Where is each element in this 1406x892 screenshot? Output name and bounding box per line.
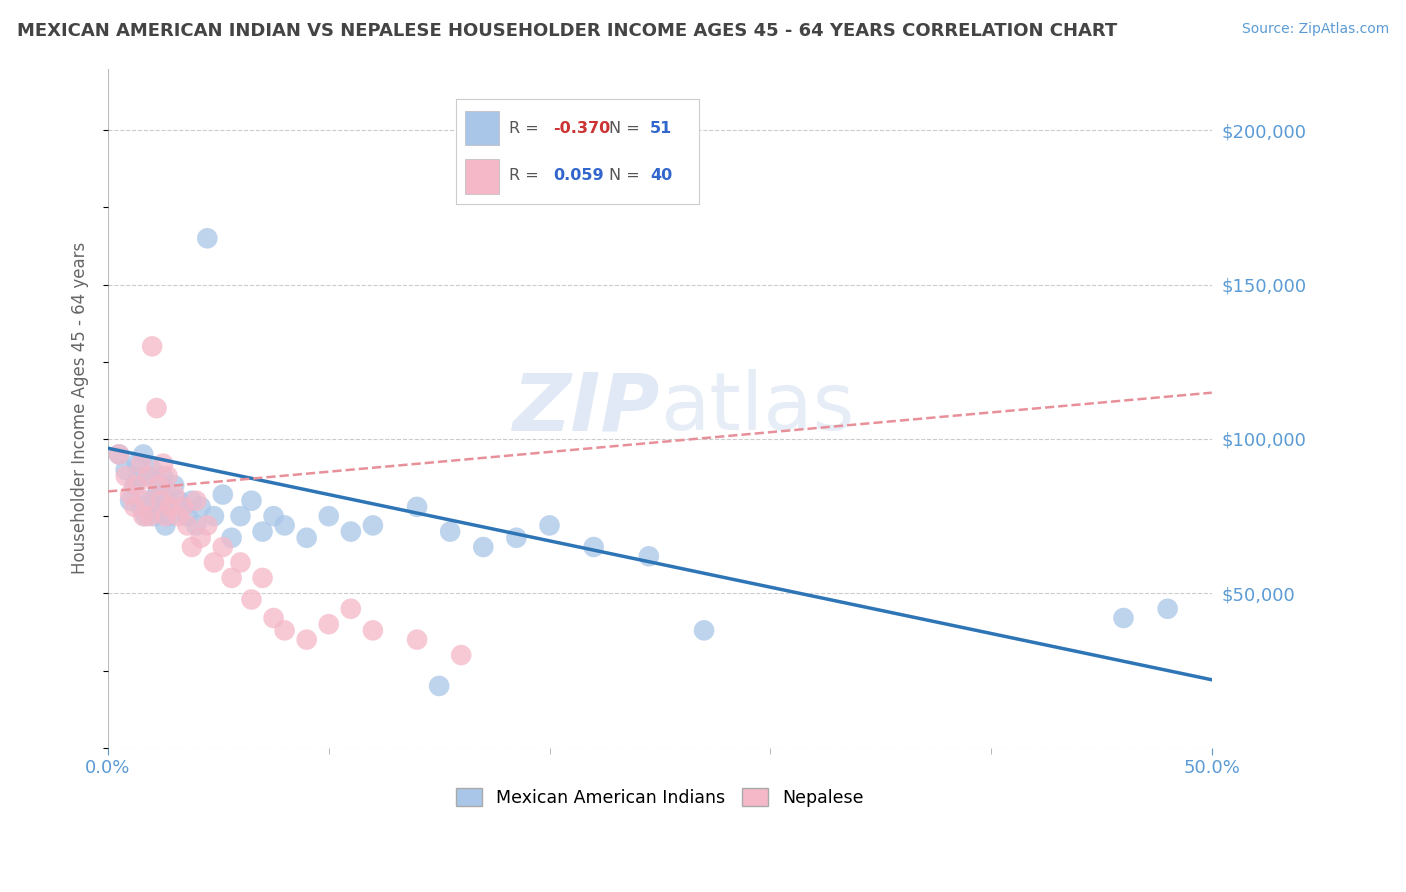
Point xyxy=(129,500,152,514)
Point xyxy=(202,509,225,524)
Point xyxy=(263,509,285,524)
Point xyxy=(156,493,179,508)
Point xyxy=(229,556,252,570)
Point xyxy=(108,447,131,461)
Point xyxy=(1112,611,1135,625)
Point xyxy=(240,592,263,607)
Point xyxy=(180,540,202,554)
Point xyxy=(156,469,179,483)
Point xyxy=(361,518,384,533)
Point xyxy=(124,478,146,492)
Point xyxy=(139,493,162,508)
Point xyxy=(159,509,181,524)
Point xyxy=(132,509,155,524)
Y-axis label: Householder Income Ages 45 - 64 years: Householder Income Ages 45 - 64 years xyxy=(72,242,89,574)
Point xyxy=(340,524,363,539)
Point xyxy=(295,531,318,545)
Point xyxy=(120,493,142,508)
Point xyxy=(124,500,146,514)
Point xyxy=(186,493,208,508)
Point xyxy=(472,540,495,554)
Point xyxy=(180,493,202,508)
Text: atlas: atlas xyxy=(659,369,855,447)
Point xyxy=(406,632,429,647)
Point xyxy=(167,493,190,508)
Point xyxy=(190,531,212,545)
Point xyxy=(693,624,716,638)
Point xyxy=(186,518,208,533)
Point xyxy=(141,339,163,353)
Point xyxy=(120,487,142,501)
Point xyxy=(145,401,167,416)
Point xyxy=(136,469,159,483)
Text: ZIP: ZIP xyxy=(513,369,659,447)
Point xyxy=(211,540,233,554)
Point xyxy=(159,500,181,514)
Point xyxy=(134,493,156,508)
Point xyxy=(318,509,340,524)
Point xyxy=(129,457,152,471)
Point xyxy=(195,231,218,245)
Point xyxy=(108,447,131,461)
Point xyxy=(318,617,340,632)
Point xyxy=(172,500,194,514)
Point xyxy=(145,487,167,501)
Point xyxy=(163,478,186,492)
Point xyxy=(143,509,166,524)
Point xyxy=(538,518,561,533)
Point xyxy=(134,509,156,524)
Point xyxy=(295,632,318,647)
Point xyxy=(252,524,274,539)
Point xyxy=(167,509,190,524)
Point xyxy=(141,463,163,477)
Point xyxy=(172,500,194,514)
Point xyxy=(148,478,170,492)
Point xyxy=(176,518,198,533)
Point xyxy=(176,509,198,524)
Point xyxy=(273,624,295,638)
Point xyxy=(139,509,162,524)
Point xyxy=(155,509,177,524)
Point xyxy=(406,500,429,514)
Point xyxy=(202,556,225,570)
Point xyxy=(505,531,527,545)
Point xyxy=(221,531,243,545)
Point xyxy=(136,469,159,483)
Point xyxy=(132,447,155,461)
Point xyxy=(114,463,136,477)
Point xyxy=(163,487,186,501)
Point xyxy=(114,469,136,483)
Point xyxy=(582,540,605,554)
Point xyxy=(229,509,252,524)
Point xyxy=(149,493,172,508)
Point xyxy=(240,493,263,508)
Point xyxy=(450,648,472,662)
Point xyxy=(273,518,295,533)
Point xyxy=(190,500,212,514)
Legend: Mexican American Indians, Nepalese: Mexican American Indians, Nepalese xyxy=(449,781,870,814)
Point xyxy=(252,571,274,585)
Point xyxy=(125,478,148,492)
Point xyxy=(637,549,659,564)
Point xyxy=(152,469,174,483)
Point xyxy=(221,571,243,585)
Point xyxy=(149,478,172,492)
Point xyxy=(427,679,450,693)
Point xyxy=(195,518,218,533)
Point xyxy=(439,524,461,539)
Point xyxy=(211,487,233,501)
Point xyxy=(340,601,363,615)
Point xyxy=(361,624,384,638)
Point xyxy=(148,500,170,514)
Text: MEXICAN AMERICAN INDIAN VS NEPALESE HOUSEHOLDER INCOME AGES 45 - 64 YEARS CORREL: MEXICAN AMERICAN INDIAN VS NEPALESE HOUS… xyxy=(17,22,1118,40)
Point xyxy=(128,469,150,483)
Point xyxy=(1156,601,1178,615)
Point xyxy=(125,457,148,471)
Text: Source: ZipAtlas.com: Source: ZipAtlas.com xyxy=(1241,22,1389,37)
Point xyxy=(263,611,285,625)
Point xyxy=(152,457,174,471)
Point xyxy=(155,518,177,533)
